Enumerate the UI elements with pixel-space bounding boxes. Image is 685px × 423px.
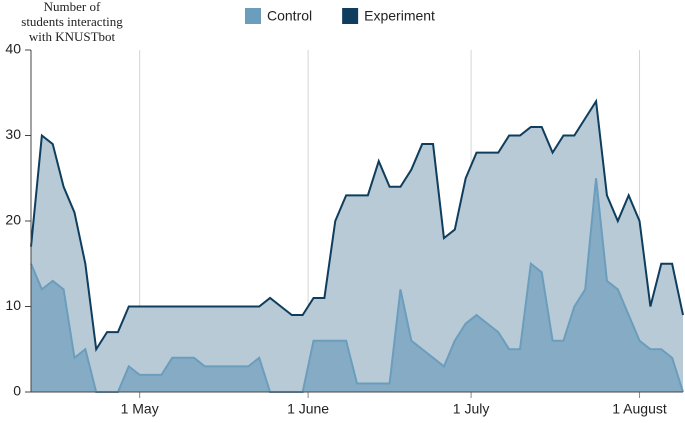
y-tick-label: 30 [5, 126, 21, 142]
area [31, 101, 683, 393]
y-axis-label: Number of [44, 0, 101, 14]
x-tick-label: 1 June [287, 401, 329, 417]
line [30, 178, 684, 393]
y-tick-label: 10 [5, 297, 21, 313]
legend-label: Experiment [364, 8, 435, 24]
y-tick-label: 40 [5, 41, 21, 57]
y-axis-label: students interacting [21, 14, 123, 29]
y-tick-label: 20 [5, 212, 21, 228]
area [31, 178, 683, 392]
x-tick-label: 1 August [612, 401, 667, 417]
x-tick-label: 1 May [121, 401, 159, 417]
legend-swatch [342, 8, 359, 24]
legend-label: Control [267, 8, 312, 24]
y-tick-label: 0 [13, 383, 21, 399]
x-tick-label: 1 July [453, 401, 490, 417]
line [30, 98, 684, 353]
legend-swatch [245, 8, 261, 24]
y-axis-label: with KNUSTbot [29, 29, 116, 44]
